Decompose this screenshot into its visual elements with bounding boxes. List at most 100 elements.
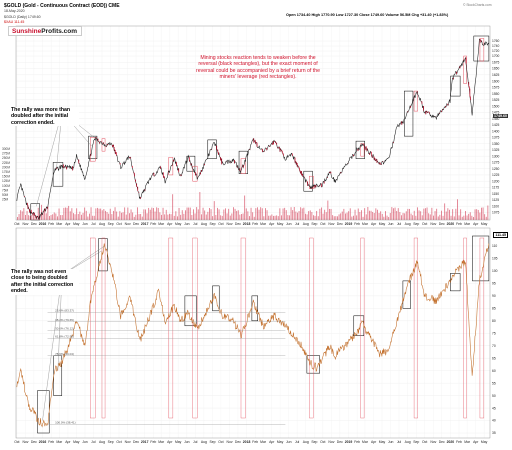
volume-bar: [471, 215, 473, 220]
gold-x-tick-label: Dec: [337, 222, 343, 226]
xau-y-tick-label: 90: [492, 294, 496, 298]
volume-bar: [345, 213, 346, 220]
volume-bar: [321, 207, 322, 220]
volume-bar: [405, 211, 407, 220]
xau-y-tick-label: 65: [492, 356, 496, 360]
volume-bar: [284, 207, 286, 220]
xau-x-tick-label: Mar: [260, 440, 267, 444]
volume-bar: [305, 213, 306, 220]
volume-axis-label: 250M: [2, 156, 10, 160]
xau-x-tick-label: Jul: [91, 440, 96, 444]
volume-bar: [482, 207, 484, 220]
volume-bar: [233, 207, 234, 220]
volume-bar: [255, 208, 257, 220]
xau-x-tick-label: May: [277, 440, 284, 444]
gold-x-tick-label: Mar: [362, 222, 369, 226]
chart-date: 18-May-2020: [4, 9, 25, 13]
volume-bar: [133, 216, 135, 220]
xau-x-tick-label: Jun: [388, 440, 394, 444]
xau-x-tick-label: Jul: [397, 440, 402, 444]
volume-bar: [306, 214, 308, 220]
volume-bar: [111, 214, 113, 220]
volume-bar: [58, 208, 60, 220]
volume-bar: [281, 215, 282, 220]
fib-level-label: 100.0% (38.41): [55, 421, 76, 425]
gold-y-tick-label: 1525: [492, 98, 500, 102]
volume-bar: [191, 214, 193, 220]
logo-part2: Profits.com: [41, 28, 78, 35]
volume-bar: [239, 214, 241, 220]
volume-bar: [228, 208, 230, 220]
xau-x-tick-label: Jul: [193, 440, 198, 444]
volume-bar: [245, 208, 247, 220]
leverage-rect-top: [90, 137, 96, 162]
volume-axis-label: 275M: [2, 152, 10, 156]
volume-bar: [177, 216, 178, 220]
volume-bar: [297, 212, 298, 220]
volume-bar: [220, 215, 222, 220]
volume-bar: [455, 208, 457, 220]
volume-bar: [396, 210, 398, 220]
xau-x-tick-label: Nov: [22, 440, 28, 444]
leverage-rect-bottom: [309, 237, 314, 419]
volume-bar: [322, 213, 324, 220]
volume-bar: [449, 209, 450, 220]
reversal-rect-top: [473, 35, 490, 62]
gold-x-tick-label: May: [73, 222, 80, 226]
volume-bar: [180, 214, 182, 220]
volume-bar: [52, 214, 54, 220]
volume-bar: [178, 207, 180, 220]
volume-bar: [121, 212, 122, 220]
xau-y-tick-label: 85: [492, 307, 496, 311]
volume-bar: [445, 211, 447, 220]
gold-y-tick-label: 1500: [492, 104, 500, 108]
volume-bar: [257, 207, 258, 220]
volume-bar: [226, 213, 228, 220]
xau-x-tick-label: Feb: [252, 440, 258, 444]
volume-bar: [313, 215, 314, 220]
xau-x-tick-label: Jun: [184, 440, 190, 444]
leverage-rect-top: [360, 143, 365, 157]
leverage-rect-top: [479, 38, 485, 62]
xau-x-tick-label: Nov: [328, 440, 334, 444]
xau-x-tick-label: Apr: [167, 440, 173, 444]
xau-x-tick-label: Mar: [158, 440, 165, 444]
volume-bar: [169, 213, 170, 220]
volume-bar: [81, 214, 82, 220]
volume-bar: [479, 212, 481, 220]
volume-bar: [327, 200, 329, 220]
volume-bar: [309, 210, 311, 220]
xau-x-tick-label: Dec: [439, 440, 445, 444]
volume-bar: [69, 211, 71, 220]
volume-bar: [188, 207, 190, 220]
reversal-rect-bottom: [184, 295, 197, 327]
leverage-rect-top: [192, 165, 198, 182]
volume-bar: [377, 209, 378, 220]
volume-bar: [189, 207, 191, 220]
leverage-rect-top: [413, 90, 418, 112]
volume-bar: [421, 215, 423, 220]
volume-bar: [476, 209, 478, 220]
volume-bar: [444, 203, 446, 220]
volume-bar: [407, 208, 409, 220]
volume-bar: [135, 214, 137, 220]
volume-bar: [225, 208, 226, 220]
volume-bar: [90, 207, 92, 220]
volume-bar: [260, 207, 262, 220]
volume-bar: [100, 208, 102, 220]
gold-x-tick-label: Aug: [99, 222, 105, 226]
volume-bar: [258, 209, 260, 220]
volume-bar: [37, 207, 39, 220]
xau-x-tick-label: Feb: [150, 440, 156, 444]
volume-bar: [308, 211, 310, 220]
gold-y-tick-label: 1200: [492, 179, 500, 183]
volume-bar: [241, 214, 242, 220]
volume-bar: [461, 216, 463, 220]
leverage-rect-top: [240, 158, 246, 174]
gold-x-tick-label: 2019: [345, 222, 353, 226]
volume-bar: [130, 209, 132, 220]
gold-x-tick-label: Dec: [235, 222, 241, 226]
volume-bar: [103, 209, 105, 220]
volume-bar: [93, 215, 95, 220]
volume-bar: [237, 210, 239, 220]
